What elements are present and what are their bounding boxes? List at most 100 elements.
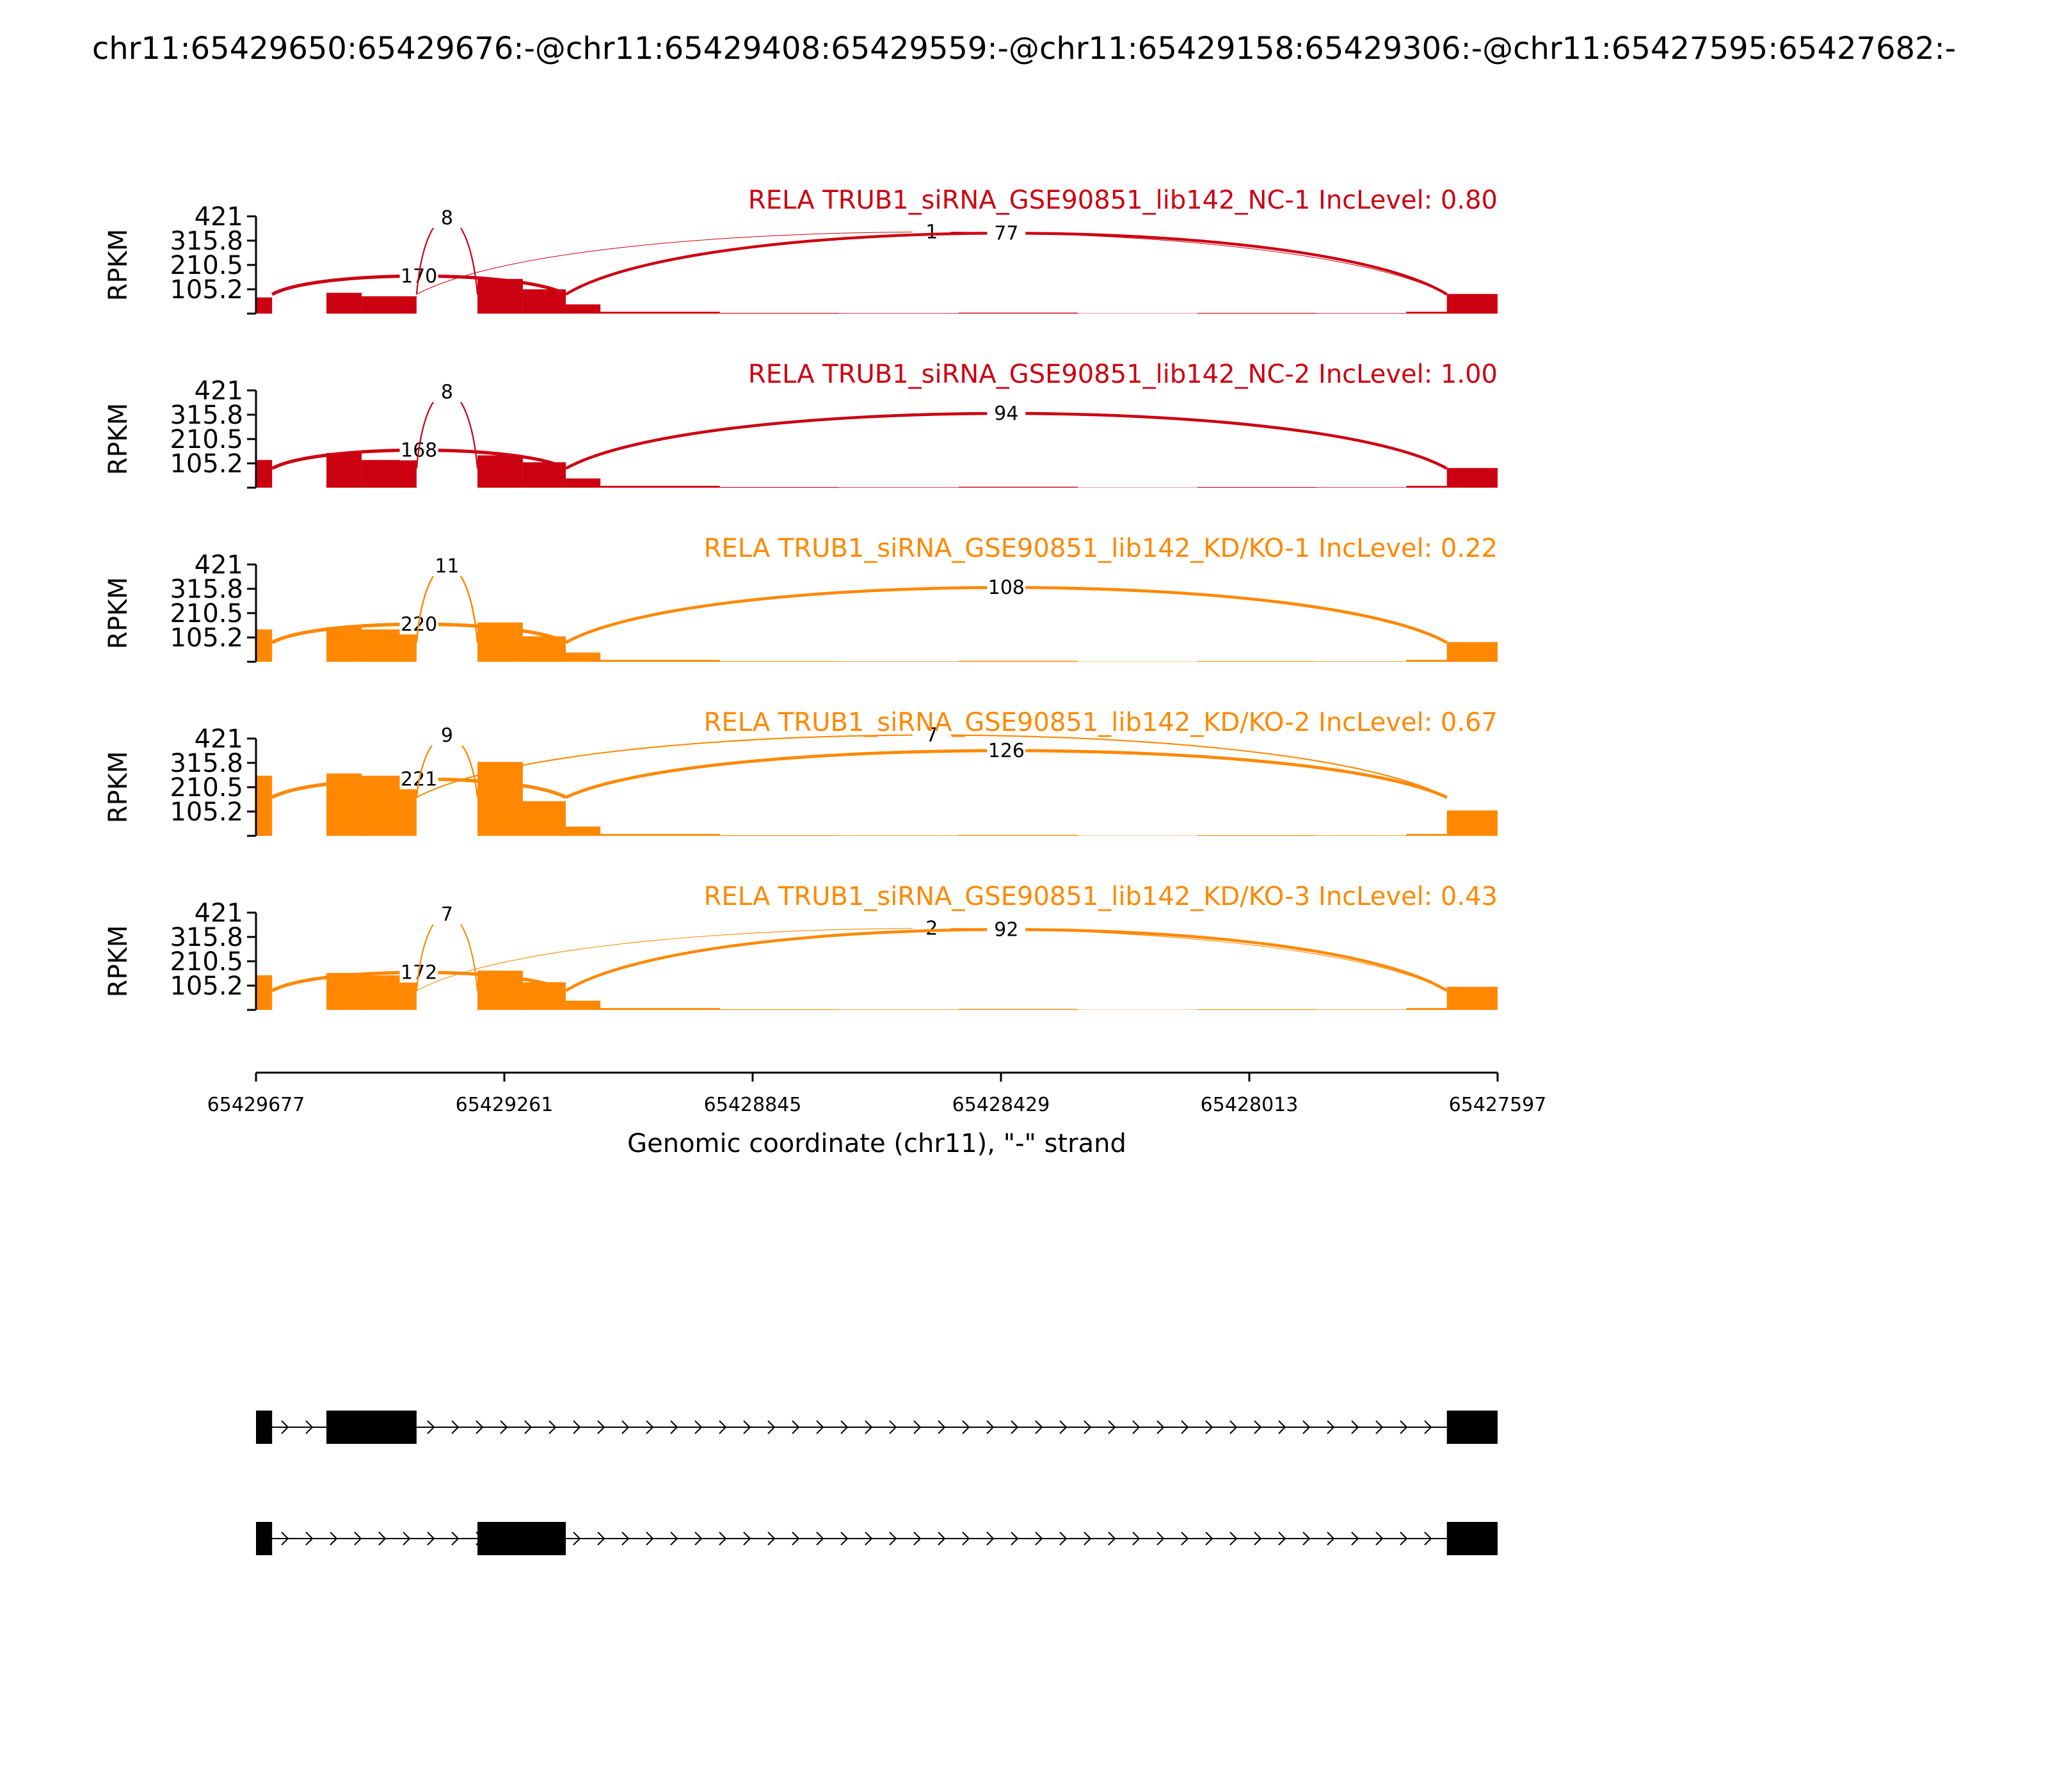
y-axis-label: RPKM	[104, 751, 133, 824]
coverage-bar	[719, 312, 840, 314]
coverage-bar	[958, 1009, 1078, 1010]
strand-chevron	[1108, 1532, 1116, 1546]
y-tick-label: 421	[195, 550, 243, 580]
x-axis-label: Genomic coordinate (chr11), "-" strand	[627, 1129, 1126, 1158]
strand-chevron	[1351, 1532, 1359, 1546]
y-tick-label: 421	[195, 724, 243, 754]
y-tick-label: 210.5	[170, 947, 243, 977]
strand-chevron	[427, 1420, 435, 1434]
sample-label: RELA TRUB1_siRNA_GSE90851_lib142_KD/KO-3…	[704, 882, 1498, 911]
sample-label: RELA TRUB1_siRNA_GSE90851_lib142_NC-1 In…	[748, 186, 1498, 215]
y-tick-label: 315.8	[170, 749, 243, 778]
strand-chevron	[1108, 1420, 1116, 1434]
coverage-bar	[566, 826, 601, 836]
strand-chevron	[1011, 1532, 1019, 1546]
junction-label: 108	[988, 577, 1025, 599]
strand-chevron	[1302, 1532, 1311, 1546]
strand-chevron	[1084, 1532, 1092, 1546]
sample-label: RELA TRUB1_siRNA_GSE90851_lib142_KD/KO-2…	[704, 708, 1498, 737]
strand-chevron	[1424, 1420, 1432, 1434]
y-tick-label: 105.2	[170, 623, 243, 653]
strand-chevron	[1254, 1532, 1262, 1546]
coverage-bar	[1197, 835, 1317, 836]
strand-chevron	[427, 1532, 435, 1546]
strand-chevron	[913, 1420, 922, 1434]
coverage-bar	[477, 762, 523, 836]
x-tick-label: 65427597	[1449, 1094, 1547, 1116]
strand-chevron	[694, 1532, 703, 1546]
strand-chevron	[354, 1532, 362, 1546]
coverage-bar	[566, 652, 601, 662]
junction-label: 8	[441, 381, 453, 403]
strand-chevron	[865, 1420, 873, 1434]
strand-chevron	[548, 1420, 557, 1434]
strand-chevron	[281, 1420, 289, 1434]
strand-chevron	[670, 1532, 678, 1546]
junction-label: 7	[441, 903, 453, 925]
strand-chevron	[573, 1420, 581, 1434]
coverage-bar	[719, 1009, 840, 1010]
junction-label: 2	[925, 918, 938, 940]
coverage-bar	[839, 487, 959, 488]
strand-chevron	[1035, 1532, 1043, 1546]
strand-chevron	[767, 1420, 776, 1434]
sample-label: RELA TRUB1_siRNA_GSE90851_lib142_KD/KO-1…	[704, 534, 1498, 563]
y-tick-label: 210.5	[170, 425, 243, 454]
coverage-bar	[566, 1000, 601, 1010]
coverage-bar	[958, 312, 1078, 314]
coverage-bar	[1406, 834, 1447, 836]
coverage-bar	[1316, 313, 1407, 314]
y-tick-label: 315.8	[170, 575, 243, 604]
strand-chevron	[305, 1532, 314, 1546]
strand-chevron	[986, 1532, 995, 1546]
strand-chevron	[743, 1532, 751, 1546]
junction-label-bg	[428, 379, 467, 403]
strand-chevron	[719, 1420, 727, 1434]
exon-block	[1446, 1522, 1498, 1555]
strand-chevron	[1181, 1532, 1189, 1546]
strand-chevron	[1229, 1532, 1238, 1546]
strand-chevron	[451, 1532, 460, 1546]
strand-chevron	[1156, 1532, 1165, 1546]
coverage-bar	[566, 478, 601, 488]
x-tick-label: 65428845	[704, 1094, 802, 1116]
strand-chevron	[1132, 1532, 1140, 1546]
y-axis-label: RPKM	[104, 925, 133, 998]
coverage-bar	[600, 1008, 720, 1010]
y-tick-label: 421	[195, 376, 243, 406]
y-tick-label: 315.8	[170, 923, 243, 952]
gene-model	[256, 1411, 1498, 1555]
strand-chevron	[1375, 1532, 1384, 1546]
strand-chevron	[1327, 1532, 1335, 1546]
junction-label: 8	[441, 207, 453, 229]
strand-chevron	[646, 1532, 654, 1546]
strand-chevron	[1205, 1420, 1213, 1434]
x-tick-label: 65429677	[207, 1094, 305, 1116]
exon-block	[256, 1411, 273, 1444]
coverage-bar	[256, 975, 273, 1010]
strand-chevron	[767, 1532, 776, 1546]
junction-label-bg	[987, 220, 1026, 244]
strand-chevron	[719, 1532, 727, 1546]
strand-chevron	[476, 1420, 484, 1434]
coverage-bar	[522, 801, 566, 836]
y-tick-label: 421	[195, 899, 243, 928]
strand-chevron	[1400, 1420, 1408, 1434]
coverage-bar	[1316, 661, 1407, 662]
junction-label: 94	[994, 403, 1018, 425]
strand-chevron	[1302, 1420, 1311, 1434]
coverage-bar	[326, 452, 362, 488]
strand-chevron	[938, 1420, 946, 1434]
exon-block	[1446, 1411, 1498, 1444]
strand-chevron	[913, 1532, 922, 1546]
strand-chevron	[1156, 1420, 1165, 1434]
y-tick-label: 210.5	[170, 251, 243, 280]
coverage-bar	[1406, 660, 1447, 662]
coverage-bar	[477, 278, 523, 314]
strand-chevron	[597, 1420, 605, 1434]
strand-chevron	[743, 1420, 751, 1434]
sample-label: RELA TRUB1_siRNA_GSE90851_lib142_NC-2 In…	[748, 360, 1498, 389]
coverage-bar	[839, 1009, 959, 1010]
strand-chevron	[646, 1420, 654, 1434]
